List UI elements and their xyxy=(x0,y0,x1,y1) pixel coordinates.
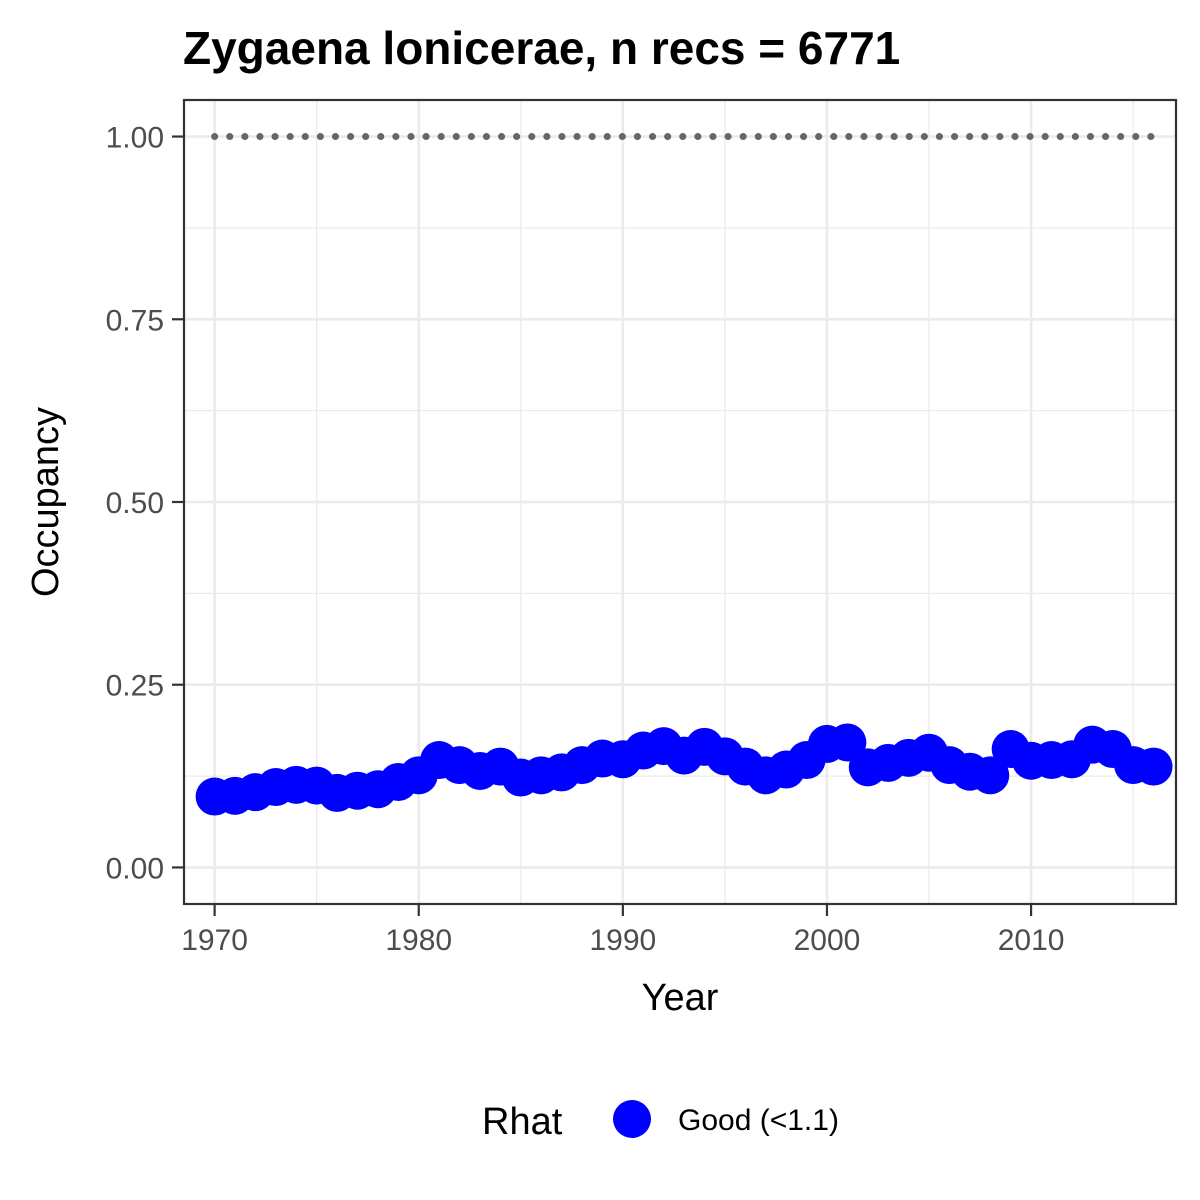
x-tick-label: 2000 xyxy=(794,924,861,957)
legend-key-good xyxy=(613,1100,651,1138)
x-tick-label: 1970 xyxy=(181,924,248,957)
legend-title: Rhat xyxy=(482,1101,563,1143)
chart-title: Zygaena lonicerae, n recs = 6771 xyxy=(183,22,900,74)
x-tick-label: 1990 xyxy=(589,924,656,957)
x-axis-label: Year xyxy=(642,977,719,1019)
y-axis: 0.00 0.25 0.50 0.75 1.00 xyxy=(106,122,184,885)
x-axis: 1970 1980 1990 2000 2010 xyxy=(181,904,1064,957)
y-tick-label: 0.75 xyxy=(106,304,164,337)
legend-label-good: Good (<1.1) xyxy=(678,1104,839,1137)
y-axis-label: Occupancy xyxy=(25,407,67,597)
x-tick-label: 1980 xyxy=(385,924,452,957)
y-tick-label: 0.00 xyxy=(106,852,164,885)
series-good xyxy=(195,723,1173,816)
x-tick-label: 2010 xyxy=(998,924,1065,957)
y-tick-label: 0.50 xyxy=(106,487,164,520)
data-point xyxy=(1134,747,1173,786)
data-point xyxy=(971,756,1010,795)
y-tick-label: 1.00 xyxy=(106,122,164,155)
y-tick-label: 0.25 xyxy=(106,670,164,703)
legend: Rhat Good (<1.1) xyxy=(482,1100,839,1143)
